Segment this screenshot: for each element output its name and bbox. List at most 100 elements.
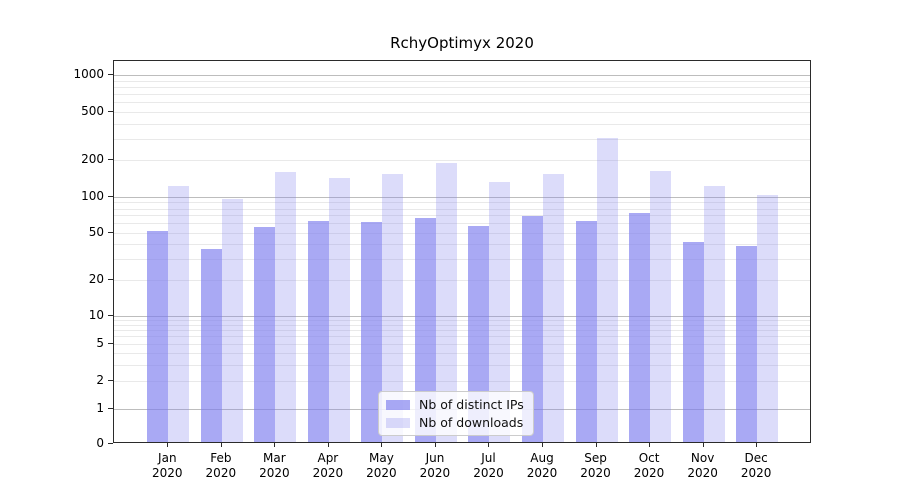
x-tick-label: Apr 2020 <box>312 451 344 480</box>
x-tick-mark <box>542 443 543 447</box>
minor-gridline <box>114 352 810 354</box>
bar-downloads-sep <box>596 137 618 442</box>
legend-swatch-downloads <box>386 417 410 428</box>
x-tick-label: Oct 2020 <box>633 451 665 480</box>
bar-distinct-ips-dec <box>736 246 758 442</box>
x-tick-label: Jul 2020 <box>473 451 504 480</box>
major-gridline <box>114 75 810 76</box>
y-tick-mark <box>108 231 113 233</box>
x-tick-mark <box>595 443 597 447</box>
minor-gridline <box>114 93 810 95</box>
major-gridline <box>114 197 810 198</box>
x-tick-mark <box>434 443 436 447</box>
minor-gridline <box>114 330 810 332</box>
bar-distinct-ips-jan <box>147 230 169 442</box>
bar-distinct-ips-may <box>361 222 383 442</box>
x-tick-mark <box>756 443 758 447</box>
bar-downloads-feb <box>221 199 243 442</box>
minor-gridline <box>114 80 810 82</box>
minor-gridline <box>114 86 810 88</box>
x-tick-label: Jun 2020 <box>419 451 451 480</box>
bar-distinct-ips-aug <box>522 215 543 442</box>
x-tick-label: Aug 2020 <box>526 451 558 480</box>
y-tick-mark <box>108 314 113 316</box>
bar-downloads-jul <box>489 182 511 442</box>
y-tick-label: 5 <box>96 335 104 350</box>
bar-downloads-nov <box>703 186 725 442</box>
y-tick-label: 20 <box>88 271 104 286</box>
y-tick-mark <box>108 342 113 344</box>
bar-downloads-dec <box>757 195 779 442</box>
bar-downloads-jun <box>435 162 457 442</box>
legend-item: Nb of downloads <box>386 415 524 430</box>
minor-gridline <box>114 279 810 281</box>
bar-distinct-ips-feb <box>200 249 222 442</box>
minor-gridline <box>114 202 810 204</box>
y-tick-mark <box>108 443 113 444</box>
bar-distinct-ips-jun <box>414 218 436 442</box>
minor-gridline <box>114 336 810 338</box>
x-tick-mark <box>702 443 704 447</box>
minor-gridline <box>114 138 810 140</box>
plot-area <box>113 60 811 443</box>
minor-gridline <box>114 319 810 321</box>
minor-gridline <box>114 244 810 246</box>
y-tick-mark <box>108 408 113 410</box>
x-tick-label: Mar 2020 <box>259 451 290 480</box>
y-tick-label: 2 <box>96 373 104 388</box>
y-tick-label: 1000 <box>73 67 104 81</box>
y-tick-label: 200 <box>81 152 104 167</box>
x-tick-mark <box>167 443 169 447</box>
legend-label: Nb of downloads <box>419 415 524 430</box>
bar-distinct-ips-mar <box>254 226 276 442</box>
bar-distinct-ips-jul <box>468 225 490 442</box>
minor-gridline <box>114 160 810 162</box>
bar-downloads-may <box>382 173 404 442</box>
minor-gridline <box>114 324 810 326</box>
x-tick-mark <box>274 443 276 447</box>
bar-distinct-ips-apr <box>307 221 329 442</box>
minor-gridline <box>114 111 810 113</box>
bar-downloads-oct <box>650 170 672 442</box>
y-tick-mark <box>108 380 113 382</box>
major-gridline <box>114 315 810 317</box>
x-tick-mark <box>381 443 383 447</box>
y-tick-label: 500 <box>81 103 104 118</box>
chart-title: RchyOptimyx 2020 <box>390 34 534 52</box>
minor-gridline <box>114 232 810 234</box>
minor-gridline <box>114 102 810 104</box>
minor-gridline <box>114 343 810 345</box>
y-tick-label: 0 <box>96 436 104 450</box>
x-tick-label: Feb 2020 <box>205 451 237 480</box>
bar-downloads-jan <box>168 186 190 442</box>
bar-downloads-apr <box>328 178 350 442</box>
bar-distinct-ips-oct <box>629 213 651 442</box>
minor-gridline <box>114 123 810 125</box>
bar-downloads-mar <box>275 171 297 442</box>
y-tick-label: 10 <box>88 307 104 322</box>
bar-distinct-ips-nov <box>682 242 704 442</box>
x-tick-label: May 2020 <box>366 451 397 480</box>
y-tick-mark <box>108 74 113 75</box>
y-tick-mark <box>108 159 113 161</box>
y-tick-mark <box>108 110 113 112</box>
x-tick-label: Sep 2020 <box>580 451 611 480</box>
y-tick-mark <box>108 196 113 197</box>
bar-distinct-ips-sep <box>575 221 597 442</box>
minor-gridline <box>114 208 810 210</box>
minor-gridline <box>114 215 810 217</box>
x-tick-mark <box>220 443 222 447</box>
minor-gridline <box>114 364 810 366</box>
legend-label: Nb of distinct IPs <box>419 397 524 412</box>
legend-swatch-distinct-ips <box>386 399 410 410</box>
bar-downloads-aug <box>543 173 564 442</box>
y-tick-label: 1 <box>96 401 104 416</box>
x-tick-label: Nov 2020 <box>687 451 718 480</box>
y-tick-label: 100 <box>81 189 104 203</box>
minor-gridline <box>114 259 810 261</box>
x-tick-mark <box>488 443 490 447</box>
minor-gridline <box>114 381 810 383</box>
x-tick-label: Dec 2020 <box>740 451 772 480</box>
legend: Nb of distinct IPs Nb of downloads <box>378 391 534 436</box>
